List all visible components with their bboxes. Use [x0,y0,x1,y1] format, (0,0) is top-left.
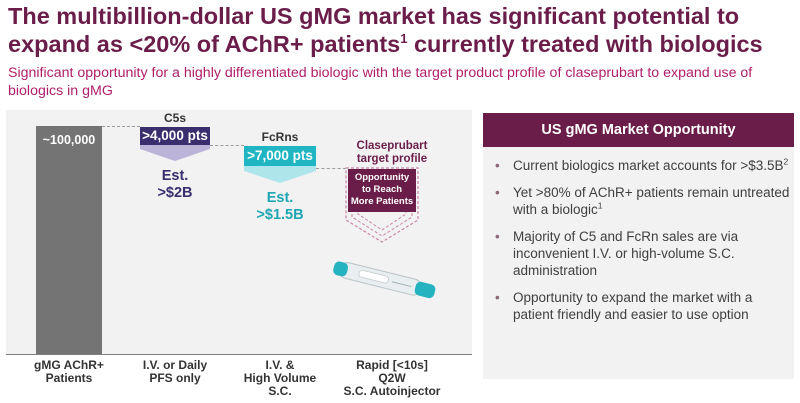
bullet-2-footnote: 1 [597,200,603,211]
bullet-1-text: Current biologics market accounts for >$… [513,158,784,173]
fcrn-estimate-line1: Est. [266,190,294,206]
opportunity-bullet-list: • Current biologics market accounts for >… [495,157,791,333]
bar-value-label: ~100,000 [42,133,96,147]
bullet-item-3: • Majority of C5 and FcRn sales are via i… [495,228,791,279]
bullet-dot-icon: • [495,185,500,200]
c5-chevron-shape [140,143,210,161]
target-opportunity-arrow [345,167,419,243]
bullet-1-footnote: 2 [783,156,789,167]
bullet-dot-icon: • [495,229,500,244]
page-subtitle: Significant opportunity for a highly dif… [8,65,753,99]
fcrn-estimate: Est. >$1.5B [244,190,316,224]
category-4-line3: S.C. Autoinjector [343,384,441,398]
page-title: The multibillion-dollar US gMG market ha… [8,2,798,58]
title-footnote: 1 [400,31,408,47]
dash-connector-3 [316,168,346,169]
bullet-item-1: • Current biologics market accounts for >… [495,157,791,174]
category-4-line2: Q2W [378,371,406,385]
bullet-2-text: Yet >80% of AChR+ patients remain untrea… [513,185,790,217]
x-axis [6,354,472,355]
bullet-item-4: • Opportunity to expand the market with a… [495,289,791,323]
target-profile-label: Claseprubart target profile [340,140,444,166]
category-4-line1: Rapid [<10s] [356,358,428,372]
c5-estimate: Est. >$2B [140,168,210,202]
category-label-4: Rapid [<10s] Q2W S.C. Autoinjector [332,359,452,398]
group-label-fcrn: FcRns [261,130,299,144]
bar-gmg-achr-patients [36,126,102,354]
market-opportunity-panel [483,113,794,379]
bullet-item-2: • Yet >80% of AChR+ patients remain untre… [495,184,791,218]
target-arrow-text: Opportunity to Reach More Patients [348,172,416,208]
bullet-3-text: Majority of C5 and FcRn sales are via in… [513,229,739,278]
category-1-line1: gMG AChR+ [34,358,104,372]
fcrn-patients-box: >7,000 pts [244,146,316,166]
c5-estimate-line1: Est. [161,168,189,184]
category-3-line3: S.C. [268,384,292,398]
category-2-line1: I.V. or Daily [142,358,208,372]
category-label-1: gMG AChR+ Patients [20,359,118,385]
c5-estimate-line2: >$2B [157,185,193,201]
panel-title: US gMG Market Opportunity [483,113,794,147]
fcrn-chevron-shape [244,164,316,183]
category-label-2: I.V. or Daily PFS only [124,359,226,385]
group-label-c5: C5s [163,111,186,125]
dash-connector-2 [210,145,244,146]
target-label-line1: Claseprubart [356,140,428,152]
category-3-line2: High Volume [243,371,317,385]
bullet-dot-icon: • [495,158,500,173]
dash-connector-1 [102,126,140,127]
autoinjector-icon [333,261,436,299]
fcrn-chevron-light [244,164,316,183]
category-2-line2: PFS only [149,371,201,385]
category-label-3: I.V. & High Volume S.C. [230,359,330,398]
category-3-line1: I.V. & [265,358,295,372]
c5-patients-box: >4,000 pts [140,127,210,145]
title-text-end: currently treated with biologics [407,31,763,57]
category-1-line2: Patients [45,371,93,385]
target-label-line2: target profile [356,153,428,165]
bullet-dot-icon: • [495,290,500,305]
c5-chevron-light [140,143,210,161]
title-text: The multibillion-dollar US gMG market ha… [8,3,740,57]
bullet-4-text: Opportunity to expand the market with a … [513,290,753,322]
target-arrow-line2: to Reach [361,184,403,195]
fcrn-estimate-line2: >$1.5B [256,207,304,223]
target-arrow-line1: Opportunity [354,172,410,183]
target-arrow-line3: More Patients [350,196,414,207]
